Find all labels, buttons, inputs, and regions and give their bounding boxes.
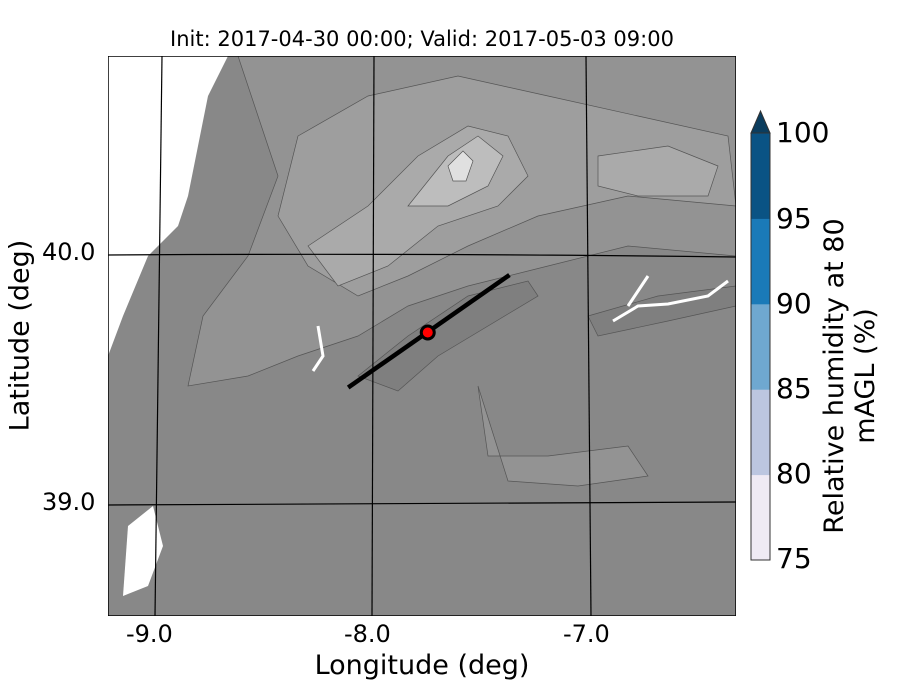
meridian--9 <box>154 56 163 616</box>
colorbar-extend-arrow <box>750 109 771 134</box>
colorbar-tick: 95 <box>776 202 812 235</box>
parallel-39 <box>108 501 736 506</box>
x-axis-label: Longitude (deg) <box>314 650 530 681</box>
colorbar-segment <box>751 133 770 219</box>
graticule <box>108 56 736 616</box>
colorbar-segment <box>751 303 770 390</box>
river-white-west <box>311 325 325 372</box>
x-tick-label: -8.0 <box>344 620 391 648</box>
colorbar-label: Relative humidity at 80 mAGL (%) <box>819 218 881 534</box>
y-tick-label: 40.0 <box>42 238 96 266</box>
terrain-peak <box>447 150 474 182</box>
y-tick-label: 39.0 <box>42 488 96 516</box>
terrain-level-4b <box>597 145 719 197</box>
plot-title: Init: 2017-04-30 00:00; Valid: 2017-05-0… <box>170 27 674 51</box>
river-white <box>612 275 729 323</box>
ocean-region <box>108 56 228 356</box>
colorbar-segment <box>751 389 770 476</box>
terrain-hills-south <box>477 385 649 487</box>
colorbar-tick: 75 <box>776 542 812 575</box>
site-marker <box>419 324 436 341</box>
x-tick-label: -9.0 <box>126 620 173 648</box>
meridian--7 <box>585 56 592 616</box>
colorbar-tick: 85 <box>776 372 812 405</box>
parallel-40 <box>108 253 736 258</box>
tagus-valley <box>357 280 539 392</box>
terrain-map <box>108 56 736 616</box>
colorbar-segment <box>751 474 770 561</box>
colorbar <box>750 109 771 561</box>
colorbar-frame <box>750 132 771 561</box>
meridian--8 <box>371 56 375 616</box>
colorbar-segment <box>751 218 770 305</box>
y-axis-label: Latitude (deg) <box>4 239 36 432</box>
lowland-white-region <box>123 506 163 596</box>
colorbar-tick: 100 <box>776 116 830 149</box>
x-tick-label: -7.0 <box>563 620 610 648</box>
colorbar-tick: 80 <box>776 457 812 490</box>
colorbar-tick: 90 <box>776 287 812 320</box>
